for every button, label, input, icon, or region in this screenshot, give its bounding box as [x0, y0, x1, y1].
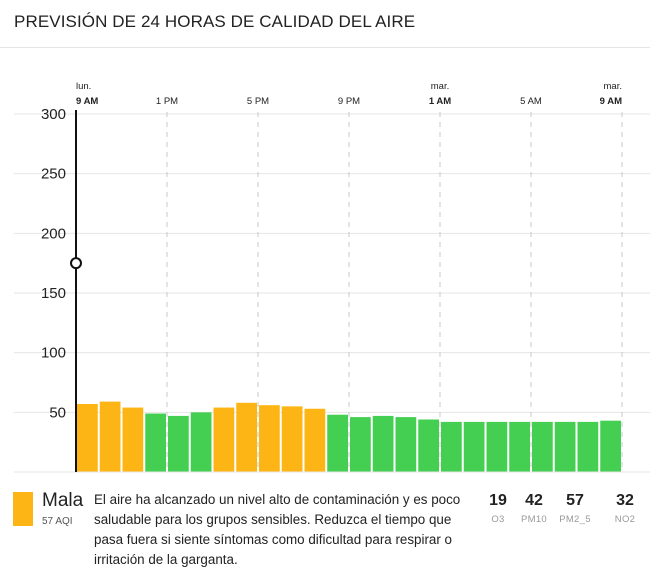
- y-tick-label: 250: [41, 166, 66, 183]
- bar: [395, 417, 417, 472]
- bar: [350, 417, 371, 472]
- bar: [327, 414, 348, 472]
- pollutant-name: NO2: [614, 514, 636, 525]
- x-tick-time-label: 5 PM: [247, 96, 269, 107]
- pollutant-value: 32: [616, 492, 634, 509]
- bar: [236, 402, 257, 472]
- x-tick-time-label: 9 AM: [76, 96, 98, 107]
- aqi-forecast-chart: 50 100 150 200 250 300 lun. 9 AM 1 PM 5 PM 9 PM mar…: [14, 81, 650, 473]
- pollutant-name: O3: [491, 514, 505, 525]
- bar: [509, 421, 530, 472]
- summary-panel: Mala 57 AQI El aire ha alcanzado un nive…: [0, 486, 650, 578]
- bar: [441, 421, 462, 472]
- x-tick-time-label: 9 PM: [338, 96, 360, 107]
- bar: [372, 415, 394, 472]
- bar: [99, 401, 121, 472]
- bar: [281, 406, 303, 472]
- category-color-swatch: [13, 492, 33, 526]
- x-tick-time-label: 1 AM: [429, 96, 451, 107]
- aqi-value: 57 AQI: [42, 516, 73, 527]
- bar: [77, 403, 98, 472]
- chart-header: PREVISIÓN DE 24 HORAS DE CALIDAD DEL AIR…: [0, 0, 650, 48]
- x-tick-time-label: 9 AM: [600, 96, 622, 107]
- bar: [600, 420, 621, 472]
- x-tick-day-label: lun.: [76, 81, 91, 92]
- y-tick-label: 300: [41, 106, 66, 123]
- pollutant-value: 19: [489, 492, 507, 509]
- y-tick-label: 50: [49, 404, 66, 421]
- pollutant-pm10: 42 PM10: [512, 492, 556, 525]
- bar: [532, 421, 553, 472]
- bar: [577, 421, 599, 472]
- page-title: PREVISIÓN DE 24 HORAS DE CALIDAD DEL AIR…: [14, 12, 416, 31]
- x-tick-time-label: 1 PM: [156, 96, 178, 107]
- bar: [463, 421, 485, 472]
- bar: [168, 415, 189, 472]
- pollutant-value: 42: [525, 492, 543, 509]
- y-tick-label: 100: [41, 345, 66, 362]
- bar: [190, 412, 212, 472]
- bar: [304, 408, 326, 472]
- bar: [122, 407, 144, 472]
- y-tick-label: 150: [41, 285, 66, 302]
- x-tick-time-label: 5 AM: [520, 96, 542, 107]
- current-value-marker: [70, 257, 82, 270]
- pollutant-name: PM10: [520, 514, 548, 525]
- category-label: Mala: [42, 490, 84, 511]
- bar: [554, 421, 576, 472]
- bar: [213, 407, 235, 472]
- bar: [259, 405, 280, 472]
- x-tick-day-label: mar.: [604, 81, 622, 92]
- pollutant-pm25: 57 PM2_5: [553, 492, 597, 525]
- bar: [418, 419, 439, 472]
- pollutant-value: 57: [566, 492, 584, 509]
- bar: [145, 413, 166, 472]
- pollutant-name: PM2_5: [559, 514, 591, 525]
- health-description: El aire ha alcanzado un nivel alto de co…: [94, 492, 461, 567]
- bar: [486, 421, 508, 472]
- x-tick-day-label: mar.: [431, 81, 449, 92]
- y-tick-label: 200: [41, 225, 66, 242]
- pollutant-no2: 32 NO2: [603, 492, 647, 525]
- pollutant-o3: 19 O3: [476, 492, 520, 525]
